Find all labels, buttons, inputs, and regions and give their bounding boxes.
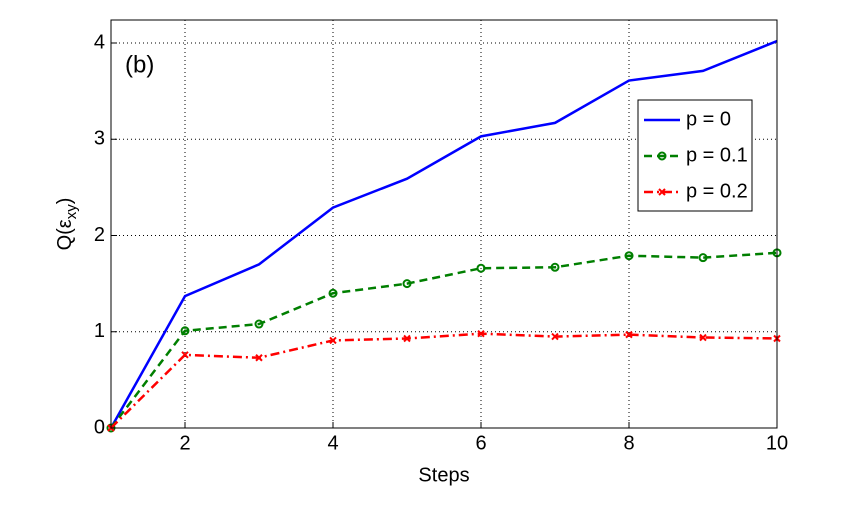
marker xyxy=(181,351,189,359)
y-tick-label: 4 xyxy=(94,31,105,53)
marker xyxy=(551,332,559,341)
marker xyxy=(402,279,412,289)
x-tick-label: 10 xyxy=(766,432,788,454)
legend-label: p = 0 xyxy=(686,108,731,130)
marker xyxy=(255,354,263,362)
marker xyxy=(403,334,411,343)
y-tick-label: 0 xyxy=(94,416,105,438)
legend-label: p = 0.1 xyxy=(686,144,748,166)
x-tick-label: 6 xyxy=(475,432,486,454)
marker xyxy=(698,253,708,263)
series-line xyxy=(110,332,778,429)
y-axis-label: Q(εxy) xyxy=(54,198,80,251)
marker xyxy=(180,326,190,336)
plot-area xyxy=(111,20,777,428)
x-tick-label: 2 xyxy=(179,432,190,454)
marker xyxy=(625,330,633,339)
x-axis-label: Steps xyxy=(418,464,469,486)
x-tick-label: 4 xyxy=(327,432,338,454)
y-tick-label: 3 xyxy=(94,128,105,150)
y-label-close: ) xyxy=(54,198,76,205)
y-tick-label: 2 xyxy=(94,224,105,246)
legend-marker xyxy=(657,151,667,161)
marker xyxy=(328,288,338,298)
y-label-sub: xy xyxy=(63,204,80,220)
marker xyxy=(699,333,707,342)
axes-box xyxy=(110,19,778,429)
marker xyxy=(477,329,485,338)
marker xyxy=(476,263,486,273)
marker xyxy=(550,262,560,272)
marker xyxy=(254,319,264,329)
y-label-main: Q(ε xyxy=(54,219,76,250)
annotation: (b) xyxy=(125,51,154,78)
series-line xyxy=(110,251,778,429)
marker xyxy=(329,336,337,345)
series-line xyxy=(109,39,778,429)
marker xyxy=(624,251,634,261)
legend-label: p = 0.2 xyxy=(686,180,748,202)
x-tick-label: 8 xyxy=(623,432,634,454)
legend-marker xyxy=(658,188,666,196)
y-tick-label: 1 xyxy=(94,320,105,342)
